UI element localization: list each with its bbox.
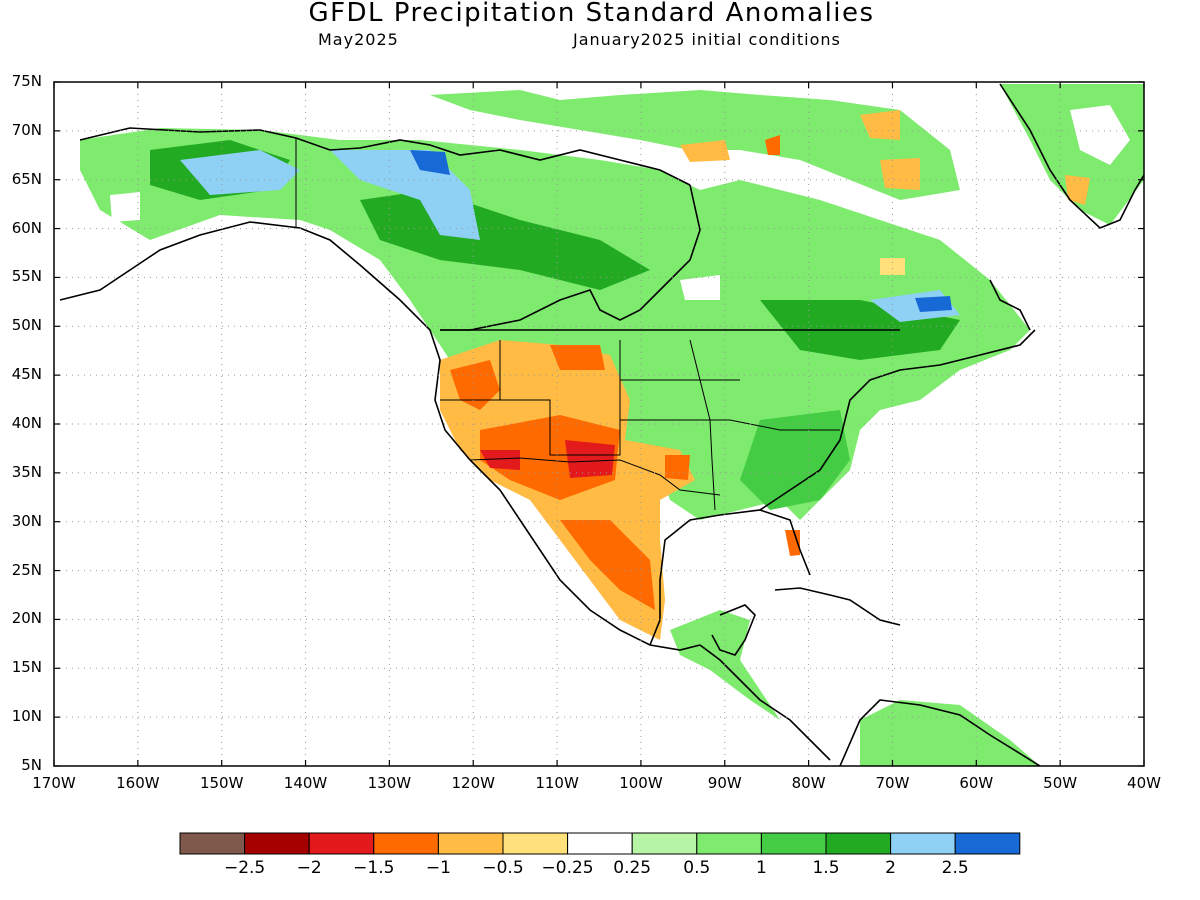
neutral-patch	[1070, 105, 1130, 165]
mild-dry-patch	[680, 140, 730, 162]
lon-tick-label: 130W	[367, 774, 412, 792]
wet-anomaly-region-greenland	[1000, 84, 1144, 225]
lat-tick-label: 75N	[11, 72, 42, 90]
dry-anomaly-region	[560, 520, 655, 610]
colorbar-label: 0.5	[683, 858, 711, 878]
lat-tick-label: 15N	[11, 658, 42, 677]
lat-tick-label: 55N	[11, 267, 42, 286]
colorbar-label: −0.5	[482, 858, 524, 878]
target-month-label: May2025	[318, 30, 399, 49]
lat-tick-label: 50N	[11, 316, 42, 335]
colorbar-label: −0.25	[541, 858, 594, 878]
lat-tick-label: 40N	[11, 414, 42, 432]
lon-tick-label: 170W	[32, 774, 76, 792]
dry-anomaly-region	[550, 345, 605, 370]
colorbar-swatch	[244, 832, 310, 855]
neutral-patch	[680, 275, 720, 300]
anomaly-field	[80, 84, 1144, 766]
lat-tick-label: 60N	[11, 218, 42, 237]
lon-tick-label: 140W	[283, 774, 328, 792]
lat-tick-label: 45N	[11, 365, 42, 384]
lon-tick-label: 50W	[1043, 774, 1078, 792]
mild-dry-patch	[1065, 175, 1090, 205]
colorbar-label: −1.5	[353, 858, 395, 878]
lat-tick-label: 70N	[11, 120, 42, 139]
lat-tick-label: 10N	[11, 707, 42, 726]
colorbar-swatch	[567, 832, 633, 855]
colorbar-label: 0.25	[613, 858, 652, 878]
lon-tick-label: 70W	[875, 774, 910, 792]
dry-anomaly-region	[665, 455, 690, 480]
lat-tick-label: 5N	[21, 756, 42, 774]
colorbar-label: 1.5	[812, 858, 840, 878]
colorbar-swatch	[308, 832, 375, 855]
colorbar-label: 2.5	[941, 858, 969, 878]
lon-tick-label: 150W	[199, 774, 244, 792]
lon-tick-label: 160W	[116, 774, 160, 792]
lon-tick-label: 40W	[1127, 774, 1161, 792]
coastlines	[59, 83, 1144, 766]
mild-dry-patch	[765, 135, 780, 155]
mild-dry-patch	[860, 110, 900, 140]
colorbar-label: −1	[425, 858, 451, 878]
lat-tick-label: 25N	[11, 560, 42, 579]
wet-anomaly-region-south-america	[860, 700, 1040, 766]
gridlines	[54, 82, 1144, 766]
colorbar-label: −2	[296, 858, 322, 878]
colorbar-label: 2	[885, 858, 896, 878]
dry-anomaly-region	[450, 360, 500, 410]
dry-anomaly-region	[565, 440, 615, 478]
lon-tick-label: 100W	[619, 774, 663, 792]
colorbar-swatch	[890, 832, 956, 855]
colorbar-swatch	[760, 832, 827, 855]
neutral-patch	[110, 192, 140, 222]
colorbar-swatch	[954, 832, 1021, 855]
colorbar-swatch	[437, 832, 504, 855]
dry-anomaly-region	[480, 450, 520, 470]
lon-tick-label: 90W	[707, 774, 742, 792]
very-wet-patch	[410, 150, 450, 175]
colorbar-swatch	[825, 832, 892, 855]
init-conditions-label: January2025 initial conditions	[573, 30, 841, 49]
very-wet-patch	[915, 296, 952, 312]
lon-tick-label: 80W	[791, 774, 826, 792]
chart-title: GFDL Precipitation Standard Anomalies	[308, 0, 875, 28]
colorbar	[179, 832, 1021, 855]
lat-tick-label: 35N	[11, 462, 42, 481]
colorbar-swatch	[696, 832, 762, 855]
lat-tick-label: 30N	[11, 511, 42, 530]
colorbar-label: 1	[755, 858, 767, 878]
lon-tick-label: 60W	[959, 774, 994, 792]
very-wet-patch	[180, 150, 300, 195]
lat-tick-label: 20N	[11, 609, 42, 628]
political-borders	[295, 138, 840, 511]
colorbar-label: −2.5	[223, 858, 266, 878]
dry-anomaly-region	[480, 415, 620, 500]
colorbar-swatch	[373, 832, 439, 855]
colorbar-swatch	[502, 832, 569, 855]
colorbar-swatch	[631, 832, 698, 855]
tick-marks	[53, 81, 1145, 767]
lon-tick-label: 120W	[451, 774, 495, 792]
mild-dry-patch	[880, 158, 920, 190]
lon-tick-label: 110W	[535, 774, 579, 792]
lat-tick-label: 65N	[11, 169, 42, 188]
strong-wet-patch	[740, 410, 850, 510]
colorbar-swatch	[179, 832, 246, 855]
mild-dry-patch	[880, 258, 905, 275]
